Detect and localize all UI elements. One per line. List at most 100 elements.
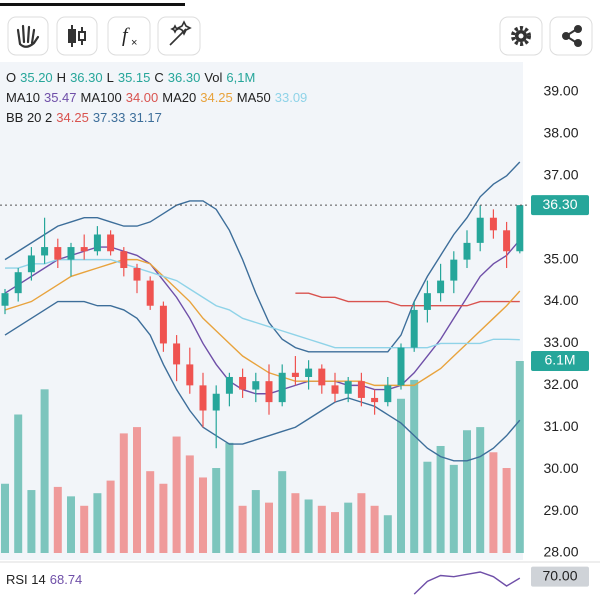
price-tag-bg bbox=[531, 195, 589, 216]
candle-body bbox=[80, 247, 88, 252]
y-tick-label: 29.00 bbox=[543, 502, 578, 518]
moving-average bbox=[5, 258, 520, 349]
chart-type-button[interactable] bbox=[56, 16, 98, 56]
legend-key: Vol bbox=[204, 70, 223, 85]
bollinger-band bbox=[4, 161, 521, 353]
legend-key: H bbox=[56, 70, 67, 85]
candle-body bbox=[423, 293, 431, 310]
candle-body bbox=[489, 217, 497, 231]
legend-key: BB 20 2 bbox=[6, 110, 53, 125]
legend-value: 36.30 bbox=[167, 70, 201, 85]
candle-body bbox=[186, 364, 194, 386]
legend-value: 33.09 bbox=[274, 90, 308, 105]
candle-body bbox=[173, 343, 181, 365]
share-button[interactable] bbox=[549, 16, 593, 56]
volume-bar bbox=[172, 436, 181, 553]
volume-bar bbox=[251, 490, 260, 553]
y-tick-label: 34.00 bbox=[543, 292, 578, 308]
candle-body bbox=[516, 205, 524, 252]
moving-average bbox=[295, 292, 520, 307]
volume-bar bbox=[40, 389, 49, 553]
candle-body bbox=[397, 347, 405, 386]
volume-bar bbox=[449, 464, 458, 553]
candle-body bbox=[357, 381, 365, 398]
candle-body bbox=[212, 393, 220, 411]
volume-bar bbox=[370, 505, 379, 553]
volume-bar bbox=[238, 505, 247, 553]
progress-bar bbox=[0, 3, 185, 6]
hand-icon bbox=[16, 24, 40, 48]
ohlc-legend: O 35.20 H 36.30 L 35.15 C 36.30 Vol 6,1M bbox=[6, 70, 259, 85]
volume-bar bbox=[225, 442, 234, 553]
indicator-button[interactable] bbox=[107, 16, 151, 56]
volume-bar bbox=[304, 499, 313, 553]
ai-button[interactable] bbox=[157, 16, 201, 56]
share-icon bbox=[562, 25, 582, 47]
y-tick-label: 37.00 bbox=[543, 167, 578, 183]
volume-bar bbox=[410, 379, 419, 553]
volume-bar bbox=[515, 361, 524, 553]
candle-body bbox=[133, 268, 141, 281]
volume-tag-bg bbox=[531, 351, 589, 371]
volume-bar bbox=[199, 477, 207, 553]
volume-bar bbox=[502, 468, 511, 553]
toolbar bbox=[7, 16, 593, 56]
legend-key: L bbox=[106, 70, 114, 85]
candle-body bbox=[1, 293, 9, 306]
y-tick-label: 30.00 bbox=[543, 460, 578, 476]
moving-average bbox=[4, 239, 521, 395]
candle-body bbox=[146, 280, 154, 306]
candle-body bbox=[450, 259, 458, 281]
candle-body bbox=[503, 230, 511, 252]
candle-body bbox=[384, 385, 392, 403]
candle-body bbox=[278, 372, 286, 403]
candle-body bbox=[14, 272, 22, 294]
volume-bar bbox=[463, 430, 471, 553]
moving-average bbox=[4, 258, 521, 387]
candle-body bbox=[305, 368, 313, 377]
volume-bar bbox=[423, 461, 432, 553]
legend-value: 35.20 bbox=[20, 70, 53, 85]
volume-bar bbox=[67, 496, 75, 553]
legend-key: RSI 14 bbox=[6, 572, 46, 587]
legend-key: C bbox=[154, 70, 164, 85]
legend-key: MA10 bbox=[6, 90, 40, 105]
volume-bar bbox=[265, 502, 273, 553]
volume-bar bbox=[185, 455, 194, 553]
candle-body bbox=[107, 234, 115, 252]
y-tick-label: 38.00 bbox=[543, 125, 578, 141]
candle-body bbox=[54, 247, 62, 260]
volume-bar bbox=[27, 490, 36, 553]
candle-body bbox=[225, 376, 233, 394]
candle-body bbox=[318, 368, 326, 386]
candle-body bbox=[120, 251, 128, 269]
y-tick-label: 33.00 bbox=[543, 334, 578, 350]
y-tick-label: 32.00 bbox=[543, 376, 578, 392]
legend-value: 35.15 bbox=[117, 70, 151, 85]
candle-body bbox=[159, 305, 167, 344]
bb-legend: BB 20 2 34.25 37.33 31.17 bbox=[6, 110, 166, 125]
gear-icon bbox=[511, 26, 531, 46]
candle-body bbox=[371, 397, 379, 403]
volume-bar bbox=[397, 398, 405, 553]
candle-body bbox=[252, 381, 260, 390]
volume-bar bbox=[291, 493, 300, 553]
candle-body bbox=[344, 381, 352, 394]
draw-button[interactable] bbox=[7, 16, 49, 56]
settings-button[interactable] bbox=[499, 16, 543, 56]
candle-body bbox=[239, 376, 247, 390]
legend-key: MA100 bbox=[80, 90, 122, 105]
legend-value: 31.17 bbox=[129, 110, 162, 125]
volume-bar bbox=[93, 493, 102, 553]
y-tick-label: 35.00 bbox=[543, 250, 578, 266]
candle-icon bbox=[68, 25, 86, 47]
candle-body bbox=[67, 247, 75, 260]
legend-value: 34.25 bbox=[200, 90, 233, 105]
rsi-tick-label: 70.00 bbox=[542, 567, 577, 583]
price-tag: 36.30 bbox=[542, 196, 577, 212]
fx-icon: f bbox=[122, 25, 130, 47]
legend-value: 37.33 bbox=[92, 110, 126, 125]
volume-bar bbox=[317, 505, 326, 553]
candle-body bbox=[437, 280, 445, 294]
